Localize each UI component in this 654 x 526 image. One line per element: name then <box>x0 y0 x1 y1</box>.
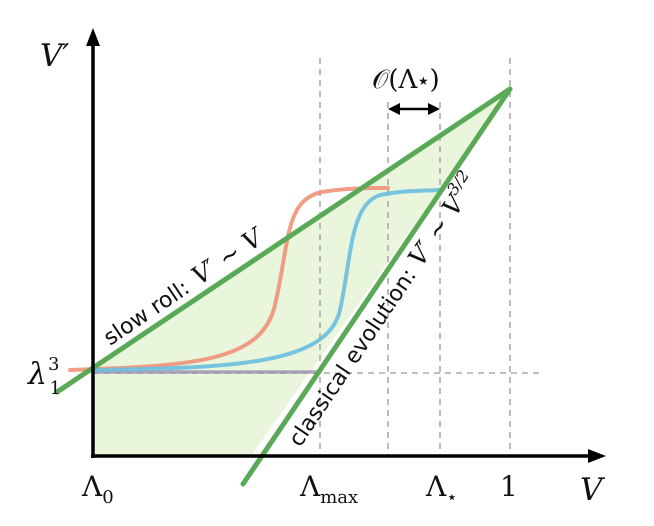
tick-lambda-star: Λ⋆ <box>425 470 458 508</box>
tick-lambda-max: Λmax <box>299 470 358 508</box>
blue-curve <box>91 188 442 372</box>
y-axis-arrowhead <box>86 28 100 46</box>
order-width-arrow <box>388 103 440 115</box>
allowed-region-fill <box>93 89 510 456</box>
x-axis-label: V <box>580 472 606 508</box>
slow-roll-line <box>54 86 513 395</box>
tick-lambda1-cubed: λ3 1 <box>27 354 61 399</box>
tick-lambda-0: Λ0 <box>81 470 114 508</box>
salmon-curve <box>68 186 390 372</box>
tick-one: 1 <box>500 470 518 503</box>
x-axis-arrowhead <box>588 449 606 463</box>
classical-evolution-line <box>240 86 513 487</box>
order-lambda-star-label: 𝒪(Λ⋆) <box>372 65 440 95</box>
y-axis-label: V′ <box>40 38 69 74</box>
axes <box>86 28 606 463</box>
